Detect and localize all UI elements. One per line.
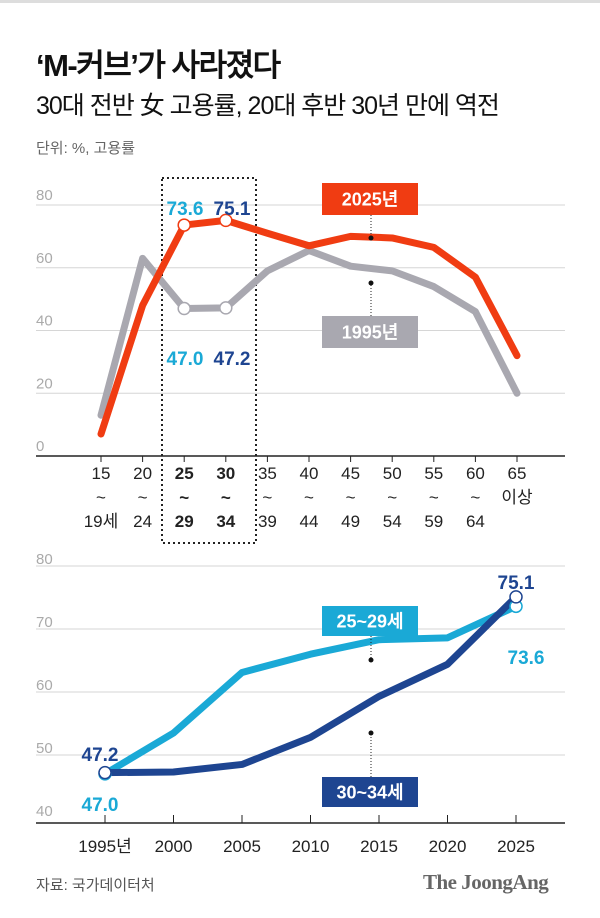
y-tick-label: 80 bbox=[36, 187, 53, 204]
data-label: 73.6 bbox=[508, 648, 545, 669]
y-tick-label: 60 bbox=[36, 677, 53, 694]
x-tick-label: 2020 bbox=[429, 837, 467, 856]
series-line-1995년 bbox=[97, 246, 521, 419]
y-tick-label: 50 bbox=[36, 740, 53, 757]
data-label: 47.0 bbox=[82, 795, 119, 816]
legend-25-29-box bbox=[322, 606, 418, 636]
legend-1995-label: 1995년 bbox=[342, 323, 399, 343]
data-point bbox=[219, 213, 233, 228]
x-tick-label: 49 bbox=[341, 512, 360, 531]
data-label: 47.0 bbox=[167, 349, 204, 370]
y-tick-label: 60 bbox=[36, 250, 53, 267]
x-tick-label: 64 bbox=[466, 512, 485, 531]
data-point bbox=[509, 590, 523, 604]
x-tick-label: 60 bbox=[466, 464, 485, 483]
x-tick-label: 59 bbox=[424, 512, 443, 531]
x-tick-label: ~ bbox=[262, 488, 272, 507]
series-line-30~34세 bbox=[101, 593, 520, 777]
x-tick-label: 25 bbox=[175, 464, 194, 483]
x-tick-label: 2010 bbox=[292, 837, 330, 856]
x-tick-label: 44 bbox=[300, 512, 319, 531]
data-label: 47.2 bbox=[214, 349, 251, 370]
x-tick-label: ~ bbox=[429, 488, 439, 507]
y-tick-label: 0 bbox=[36, 438, 44, 455]
x-tick-label: 2015 bbox=[360, 837, 398, 856]
legend-30-34-leader-dot bbox=[368, 730, 374, 736]
x-tick-label: 30 bbox=[216, 464, 235, 483]
x-tick-label: 35 bbox=[258, 464, 277, 483]
x-tick-label: ~ bbox=[346, 488, 356, 507]
x-tick-label: 29 bbox=[175, 512, 194, 531]
data-point bbox=[98, 765, 112, 780]
series-line-25~29세 bbox=[101, 602, 520, 778]
highlight-box bbox=[161, 177, 257, 544]
data-point bbox=[177, 301, 191, 316]
x-tick-label: 24 bbox=[133, 512, 152, 531]
legend-25-29-label: 25~29세 bbox=[336, 612, 403, 632]
x-tick-label: 1995년 bbox=[78, 837, 131, 856]
x-tick-label: 50 bbox=[383, 464, 402, 483]
data-label: 75.1 bbox=[214, 199, 251, 220]
publisher-logo: The JoongAng bbox=[423, 870, 549, 894]
legend-2025-box bbox=[322, 183, 418, 215]
x-tick-label: 2000 bbox=[155, 837, 193, 856]
x-tick-label: 19세 bbox=[84, 512, 119, 531]
unit-label: 단위: %, 고용률 bbox=[36, 140, 136, 157]
data-label: 75.1 bbox=[498, 573, 535, 594]
legend-25-29-leader-dot bbox=[368, 657, 374, 663]
y-tick-label: 40 bbox=[36, 803, 53, 820]
x-tick-label: 55 bbox=[424, 464, 443, 483]
chart-subtitle: 30대 전반 女 고용률, 20대 후반 30년 만에 역전 bbox=[36, 92, 500, 120]
x-tick-label: ~ bbox=[138, 488, 148, 507]
y-tick-label: 80 bbox=[36, 551, 53, 568]
x-tick-label: ~ bbox=[387, 488, 397, 507]
x-tick-label: 34 bbox=[216, 512, 235, 531]
data-label: 47.2 bbox=[82, 745, 119, 766]
legend-30-34-label: 30~34세 bbox=[336, 783, 403, 803]
x-tick-label: 15 bbox=[92, 464, 111, 483]
chart-title: ‘M-커브’가 사라졌다 bbox=[36, 48, 281, 83]
x-tick-label: ~ bbox=[179, 488, 189, 507]
source-label: 자료: 국가데이터처 bbox=[36, 877, 155, 894]
data-point bbox=[177, 218, 191, 232]
legend-1995-leader-dot bbox=[368, 280, 374, 286]
top-border bbox=[0, 0, 600, 3]
legend-2025-label: 2025년 bbox=[342, 190, 399, 210]
x-tick-label: 2025 bbox=[497, 837, 535, 856]
x-tick-label: 40 bbox=[300, 464, 319, 483]
x-tick-label: 65 bbox=[508, 464, 527, 483]
legend-2025-leader-dot bbox=[368, 235, 374, 241]
y-tick-label: 40 bbox=[36, 313, 53, 330]
legend-30-34-box bbox=[322, 777, 418, 807]
x-tick-label: 이상 bbox=[501, 488, 533, 507]
x-tick-label: ~ bbox=[221, 488, 231, 507]
x-tick-label: ~ bbox=[304, 488, 314, 507]
x-tick-label: 39 bbox=[258, 512, 277, 531]
y-tick-label: 70 bbox=[36, 614, 53, 631]
y-tick-label: 20 bbox=[36, 375, 53, 392]
legend-1995-box bbox=[322, 316, 418, 348]
x-tick-label: ~ bbox=[470, 488, 480, 507]
x-tick-label: ~ bbox=[96, 488, 106, 507]
data-point bbox=[219, 301, 233, 315]
x-tick-label: 20 bbox=[133, 464, 152, 483]
data-label: 73.6 bbox=[167, 199, 204, 220]
x-tick-label: 2005 bbox=[223, 837, 261, 856]
x-tick-label: 45 bbox=[341, 464, 360, 483]
x-tick-label: 54 bbox=[383, 512, 402, 531]
